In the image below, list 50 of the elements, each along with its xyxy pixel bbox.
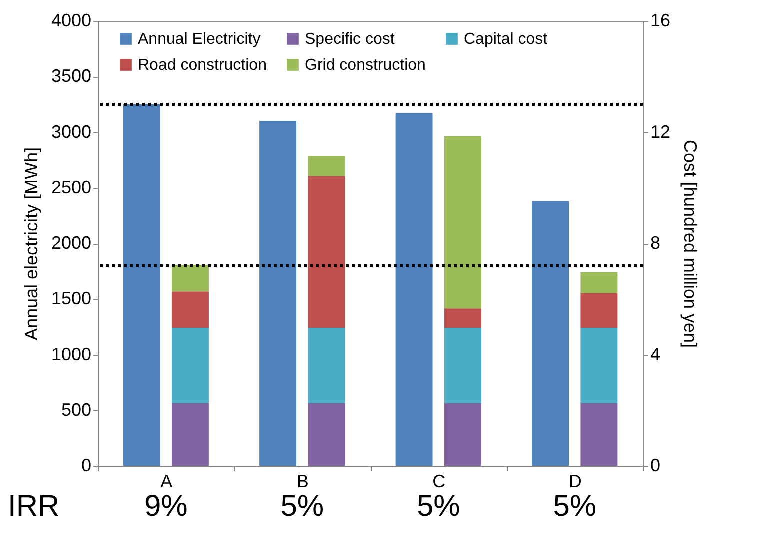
- x-tick-label: C: [432, 472, 446, 492]
- text: 9%: [144, 490, 188, 523]
- y-tick-label: 500: [61, 400, 92, 420]
- bar: [172, 292, 209, 328]
- y-tick-label: 0: [81, 456, 92, 476]
- bar: [532, 201, 570, 466]
- bar: [444, 403, 482, 466]
- text: IRR: [8, 490, 60, 523]
- bar: [308, 403, 346, 466]
- bar: [580, 293, 618, 328]
- bar: [580, 272, 618, 294]
- y2-axis-title: Cost [hundred million yen]: [680, 140, 701, 348]
- bar: [308, 328, 346, 404]
- x-tick-label: B: [296, 472, 309, 492]
- bar: [444, 136, 482, 309]
- bar: [308, 156, 346, 176]
- y-tick-label: 3000: [51, 122, 92, 142]
- text: 5%: [416, 490, 460, 523]
- y-tick-label: 1000: [51, 344, 92, 364]
- bar: [444, 308, 482, 328]
- y-tick-label: 2500: [51, 177, 92, 198]
- text: 5%: [280, 490, 324, 523]
- bar: [172, 328, 209, 404]
- x-tick-label: D: [568, 472, 582, 492]
- bar: [580, 403, 618, 466]
- bar: [172, 403, 209, 466]
- bar: [444, 328, 482, 404]
- bar: [308, 176, 346, 328]
- bar: [580, 328, 618, 404]
- y2-tick-label: 16: [650, 10, 671, 30]
- y2-tick-label: 12: [650, 122, 671, 142]
- y-axis-title: Annual electricity [MWh]: [21, 147, 42, 341]
- legend-label: Capital cost: [464, 31, 548, 48]
- x-tick-label: A: [160, 472, 173, 492]
- y2-tick-label: 4: [650, 344, 661, 364]
- y2-tick-label: 0: [650, 456, 661, 476]
- bar: [396, 113, 433, 466]
- bar: [260, 121, 297, 466]
- bar: [123, 104, 160, 466]
- y-tick-label: 4000: [51, 10, 92, 30]
- text: 5%: [553, 490, 597, 523]
- legend-label: Grid construction: [305, 57, 426, 74]
- bar: [172, 265, 209, 292]
- y-tick-label: 3500: [51, 66, 92, 86]
- y-tick-label: 1500: [51, 288, 92, 309]
- y-tick-label: 2000: [51, 233, 92, 253]
- legend-label: Road construction: [138, 57, 267, 74]
- legend-label: Specific cost: [305, 31, 396, 48]
- y2-tick-label: 8: [650, 233, 661, 253]
- legend-label: Annual Electricity: [138, 31, 261, 48]
